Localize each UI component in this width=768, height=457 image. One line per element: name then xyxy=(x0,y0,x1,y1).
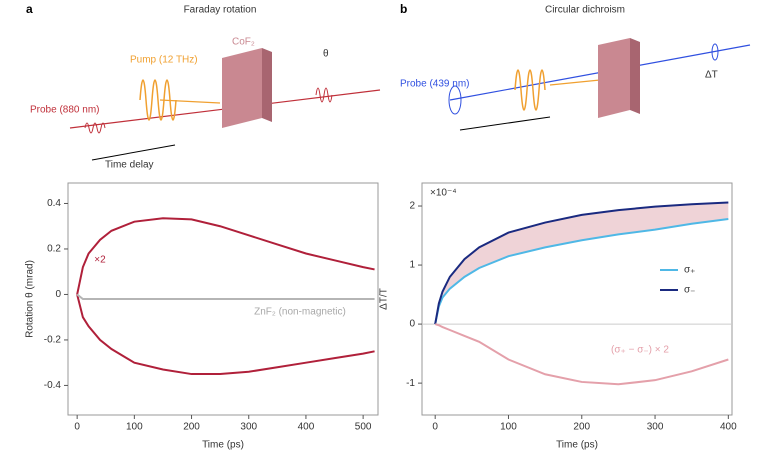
x-tick-label: 100 xyxy=(126,422,143,433)
y-tick-label: 0.4 xyxy=(47,198,61,209)
annotation: ×2 xyxy=(94,255,106,266)
pump-pulse xyxy=(139,79,177,121)
schematic-title: Circular dichroism xyxy=(545,5,625,16)
probe-pulse xyxy=(84,122,106,134)
x-axis-label: Time (ps) xyxy=(202,440,244,451)
panel-label: b xyxy=(400,2,407,16)
crystal-side xyxy=(630,38,640,114)
y-tick-label: 1 xyxy=(409,260,415,271)
probe-label: Probe (880 nm) xyxy=(30,105,99,116)
rotated-pulse xyxy=(315,87,333,103)
delay-label: Time delay xyxy=(105,160,154,171)
y-tick-label: 0 xyxy=(55,289,61,300)
y-tick-label: -1 xyxy=(406,378,415,389)
panel-label: a xyxy=(26,2,33,16)
pump-beam xyxy=(159,99,221,104)
plot-frame xyxy=(67,182,379,416)
x-axis-label: Time (ps) xyxy=(556,440,598,451)
y-axis-label: Rotation θ (mrad) xyxy=(25,260,36,338)
pump-label: Pump (12 THz) xyxy=(130,55,198,66)
crystal-label: CoF₂ xyxy=(232,37,255,48)
delta-t-label: ΔT xyxy=(705,70,718,81)
x-tick-label: 500 xyxy=(355,422,372,433)
y-tick-label: -0.2 xyxy=(44,335,62,346)
y-tick-label: 0 xyxy=(409,319,415,330)
crystal-front xyxy=(222,48,262,128)
x-tick-label: 200 xyxy=(573,422,590,433)
legend-label: σ₊ xyxy=(684,265,695,276)
series-line xyxy=(76,294,375,376)
series-line xyxy=(434,218,729,325)
x-tick-label: 300 xyxy=(647,422,664,433)
y-tick-label: 2 xyxy=(409,201,415,212)
schematic-a: a Faraday rotation Probe (880 nm) Pump (… xyxy=(26,2,381,171)
y-tick-label: 0.2 xyxy=(47,244,61,255)
pump-pulse xyxy=(514,69,546,111)
y-axis-label: ΔT/T xyxy=(379,288,390,310)
y-multiplier: ×10⁻⁴ xyxy=(430,188,457,199)
pump-beam xyxy=(549,79,601,86)
probe-label: Probe (439 nm) xyxy=(400,79,469,90)
series-line xyxy=(76,293,375,300)
x-tick-label: 400 xyxy=(298,422,315,433)
crystal-side xyxy=(262,48,272,122)
series-line xyxy=(76,217,375,295)
legend-label: σ₋ xyxy=(684,285,695,296)
x-tick-label: 100 xyxy=(500,422,517,433)
x-tick-label: 400 xyxy=(720,422,737,433)
fill-between xyxy=(435,202,729,325)
plot-frame xyxy=(421,182,733,416)
x-tick-label: 0 xyxy=(432,422,438,433)
y-tick-label: -0.4 xyxy=(44,380,62,391)
series-line xyxy=(434,201,729,325)
schematic-b: b Circular dichroism Probe (439 nm) ΔT xyxy=(400,2,751,131)
delay-arrow xyxy=(91,144,176,161)
x-tick-label: 0 xyxy=(74,422,80,433)
annotation: ZnF₂ (non-magnetic) xyxy=(254,307,346,318)
schematic-title: Faraday rotation xyxy=(184,5,257,16)
x-tick-label: 200 xyxy=(183,422,200,433)
transmitted-pulse xyxy=(711,43,719,61)
x-tick-label: 300 xyxy=(240,422,257,433)
theta-label: θ xyxy=(323,49,329,60)
probe-pulse xyxy=(448,85,462,115)
delay-arrow xyxy=(459,116,551,131)
crystal-front xyxy=(598,38,630,118)
annotation: (σ₊ − σ₋) × 2 xyxy=(611,345,669,356)
series-line xyxy=(434,323,729,386)
